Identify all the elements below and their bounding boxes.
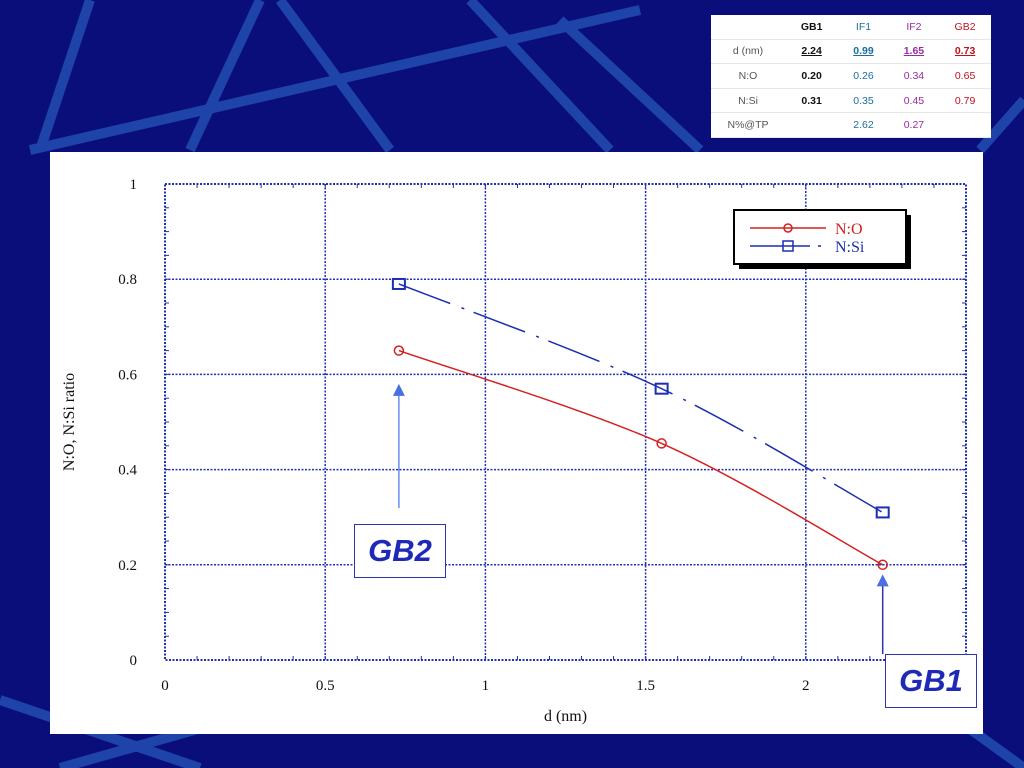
gb2-callout: GB2 [354, 524, 446, 578]
table-cell: 0.65 [939, 63, 991, 89]
table-cell: 1.65 [888, 39, 940, 65]
header-gb2: GB2 [939, 15, 991, 40]
table-cell: 0.31 [785, 88, 839, 114]
table-cell: 0.45 [888, 88, 940, 114]
legend-marker-n-si [782, 240, 794, 252]
series-line-n-o [398, 349, 884, 566]
data-point [391, 277, 406, 290]
header-if1: IF1 [838, 15, 889, 40]
y-tick-label: 0.6 [118, 367, 137, 383]
legend-label-n-o: N:O [835, 221, 863, 238]
line-chart: 0 0.5 1 1.5 2 0 0.2 0.4 0.6 0.8 1 d (nm) N:O, N:Si… [61, 177, 967, 725]
table-row: d (nm) 2.24 0.99 1.65 0.73 [711, 39, 991, 65]
series-layer [391, 277, 890, 571]
data-point [393, 345, 405, 356]
table-cell: 2.62 [838, 112, 889, 138]
chart-panel: 0 0.5 1 1.5 2 0 0.2 0.4 0.6 0.8 1 d (nm) N:O, N:Si… [50, 152, 983, 734]
table-row: N%@TP 2.62 0.27 [711, 112, 991, 138]
table-header-row: GB1 IF1 IF2 GB2 [711, 15, 991, 40]
y-tick-label: 0.8 [118, 272, 137, 288]
table-cell: 0.20 [785, 63, 839, 89]
grid [165, 184, 966, 660]
table-corner [711, 15, 785, 40]
table-row: N:Si 0.31 0.35 0.45 0.79 [711, 88, 991, 114]
y-tick-label: 1 [130, 177, 138, 193]
x-axis-title: d (nm) [544, 708, 587, 725]
table-row: N:O 0.20 0.26 0.34 0.65 [711, 63, 991, 89]
annotation-arrows [392, 383, 889, 654]
table-cell: 0.26 [838, 63, 889, 89]
x-tick-label: 2 [802, 678, 810, 694]
data-point [875, 506, 890, 519]
y-tick-label: 0 [130, 653, 138, 669]
table-cell [785, 112, 839, 138]
table-cell: 0.79 [939, 88, 991, 114]
data-point [656, 438, 667, 449]
data-table: GB1 IF1 IF2 GB2 d (nm) 2.24 0.99 1.65 0.… [711, 15, 991, 138]
legend-marker-n-o [783, 223, 793, 233]
table-cell: 0.27 [888, 112, 940, 138]
y-tick-label: 0.4 [118, 463, 137, 479]
legend: N:O N:Si [733, 209, 911, 269]
header-gb1: GB1 [785, 15, 839, 40]
legend-box [733, 209, 907, 265]
header-if2: IF2 [888, 15, 940, 40]
axes: 0 0.5 1 1.5 2 0 0.2 0.4 0.6 0.8 1 [118, 177, 967, 694]
data-point [877, 559, 888, 571]
table-cell [939, 112, 991, 138]
table-cell: 0.35 [838, 88, 889, 114]
data-point [654, 382, 669, 395]
table-cell: 0.73 [939, 39, 991, 65]
series-line-n-si [398, 283, 884, 514]
y-tick-label: 0.2 [118, 558, 137, 574]
table-cell: 0.99 [838, 39, 889, 65]
x-tick-label: 0 [161, 678, 169, 694]
x-tick-label: 1 [482, 678, 490, 694]
x-tick-label: 0.5 [316, 678, 335, 694]
row-label: N:Si [711, 88, 785, 114]
plot-frame [164, 183, 967, 661]
gb1-callout: GB1 [885, 654, 977, 708]
row-label: N%@TP [711, 112, 785, 138]
legend-label-n-si: N:Si [835, 239, 865, 256]
x-tick-label: 1.5 [636, 678, 655, 694]
y-axis-title: N:O, N:Si ratio [61, 373, 78, 471]
row-label: d (nm) [711, 39, 785, 65]
table-cell: 0.34 [888, 63, 940, 89]
row-label: N:O [711, 63, 785, 89]
table-cell: 2.24 [785, 39, 839, 65]
